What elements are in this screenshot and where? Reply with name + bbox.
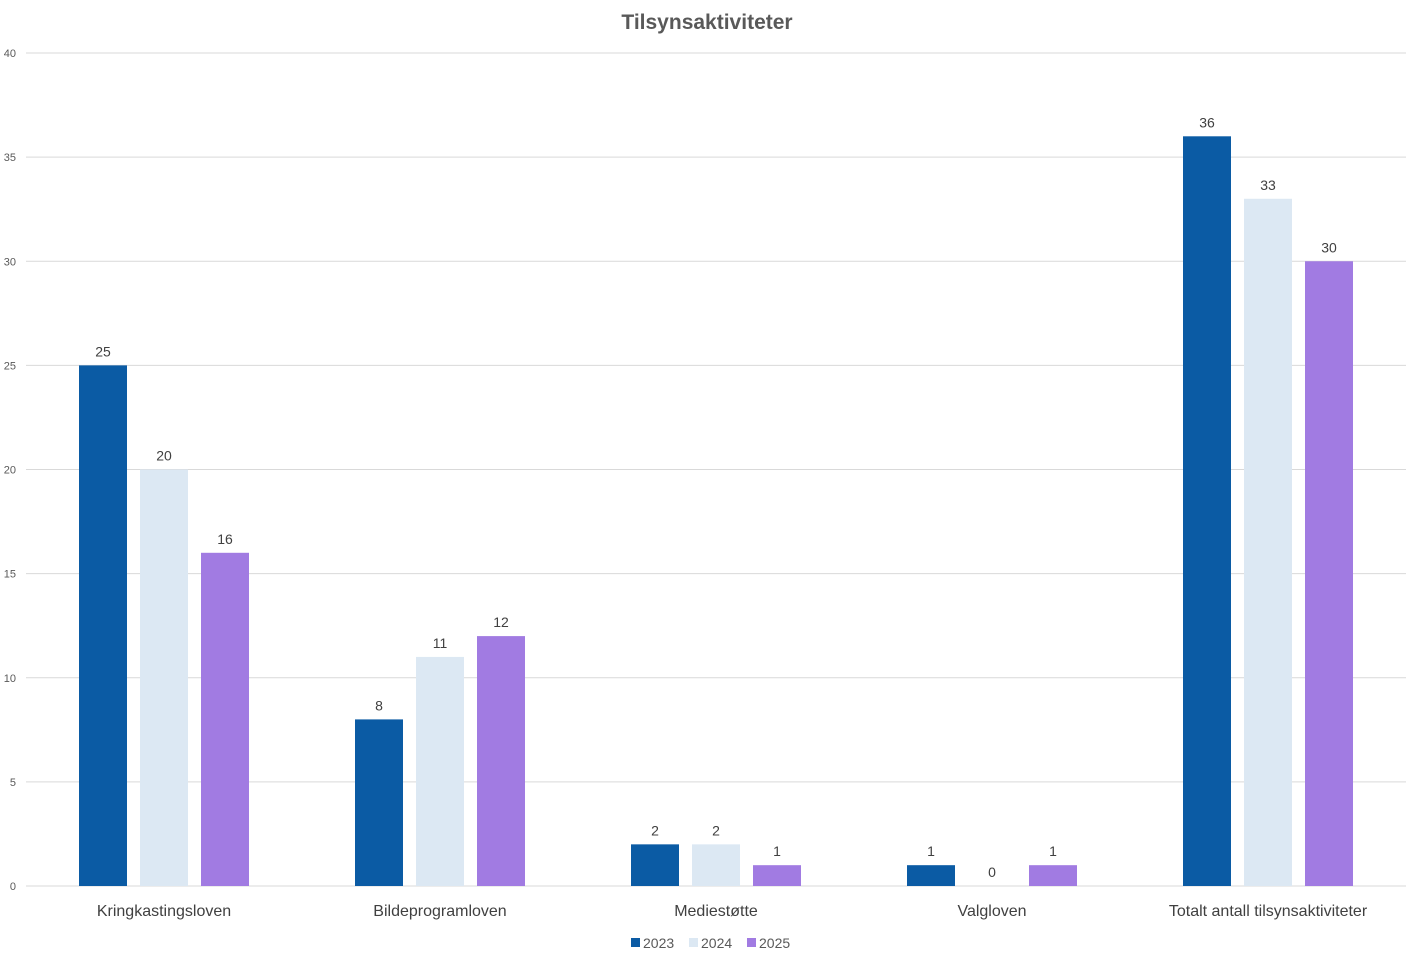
y-tick-label: 20 [4,465,16,477]
x-tick-label: Kringkastingsloven [97,903,231,920]
y-tick-label: 15 [4,569,16,581]
y-tick-label: 25 [4,360,16,372]
y-tick-label: 10 [4,673,16,685]
bar-2024 [416,656,464,886]
bar-2023 [355,719,403,886]
bar-2025 [201,552,249,886]
y-tick-label: 40 [4,48,16,60]
bar-2025 [1029,865,1077,886]
data-label: 1 [773,843,781,859]
y-axis-ticks: 0 5 10 15 20 25 30 35 40 [4,48,16,893]
data-label: 1 [927,843,935,859]
bar-2023 [631,844,679,886]
legend: 2023 2024 2025 [631,935,790,951]
bar-2024 [692,844,740,886]
data-label: 12 [493,614,509,630]
x-tick-label: Mediestøtte [674,903,758,920]
data-label: 20 [156,448,172,464]
x-tick-label: Totalt antall tilsynsaktiviteter [1169,903,1368,920]
gridlines [26,52,1406,887]
y-tick-label: 30 [4,256,16,268]
bar-2024 [1244,198,1292,886]
bar-2024 [140,469,188,886]
legend-label: 2025 [759,935,790,951]
data-label: 1 [1049,843,1057,859]
legend-label: 2024 [701,935,732,951]
data-label: 0 [988,864,996,880]
x-tick-label: Valgloven [957,903,1026,920]
data-label: 11 [433,635,448,651]
data-label: 2 [712,822,720,838]
legend-label: 2023 [643,935,674,951]
bar-2025 [753,865,801,886]
legend-swatch [689,938,698,947]
legend-swatch [747,938,756,947]
data-label: 30 [1321,239,1337,255]
bar-2023 [1183,136,1231,887]
data-label: 36 [1199,114,1215,130]
bar-2025 [477,636,525,886]
y-tick-label: 0 [10,881,16,893]
data-label: 16 [217,531,233,547]
data-label: 33 [1260,177,1276,193]
bar-2025 [1305,261,1353,886]
data-label: 2 [651,822,659,838]
legend-swatch [631,938,640,947]
bar-2023 [79,365,127,886]
x-tick-label: Bildeprogramloven [373,903,506,920]
y-tick-label: 5 [10,777,16,789]
y-tick-label: 35 [4,152,16,164]
bar-2023 [907,865,955,886]
data-label: 8 [375,697,383,713]
bars [79,136,1353,887]
data-label: 25 [95,343,111,359]
x-axis-ticks: Kringkastingsloven Bildeprogramloven Medie… [97,903,1368,920]
chart-title: Tilsynsaktiviteter [621,11,792,34]
